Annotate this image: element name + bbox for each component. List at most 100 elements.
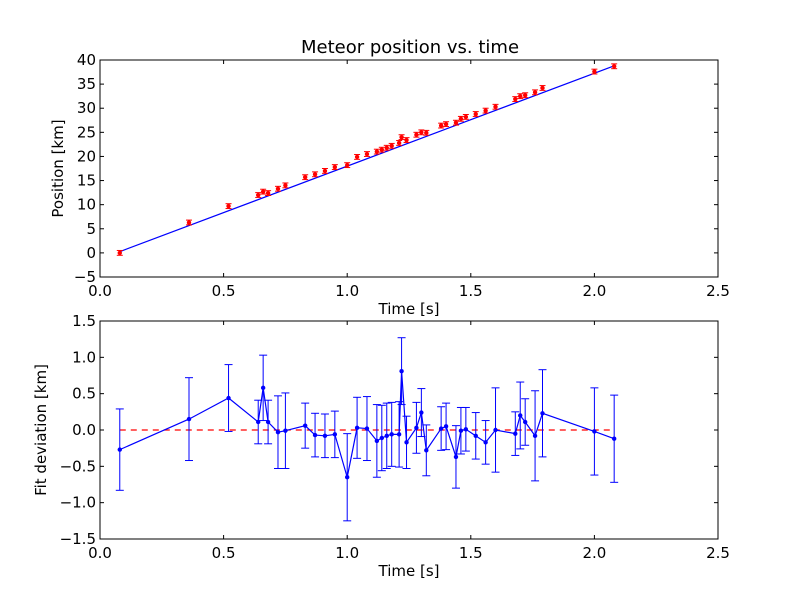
data-point: [443, 121, 449, 127]
deviation-point: [389, 432, 394, 437]
top-ytick-label: 20: [77, 147, 96, 165]
deviation-point: [419, 410, 424, 415]
data-point: [396, 140, 402, 146]
deviation-point: [453, 454, 459, 460]
bottom-xtick-label: 0.0: [88, 544, 112, 562]
top-xtick-label: 2.0: [582, 282, 606, 300]
deviation-series-line: [119, 371, 615, 478]
data-point: [473, 111, 478, 117]
deviation-point: [473, 433, 478, 439]
deviation-point: [283, 428, 288, 433]
top-ytick-label: −5: [74, 268, 96, 286]
deviation-point: [364, 426, 370, 431]
data-point: [374, 149, 380, 154]
deviation-point: [540, 411, 545, 416]
bottom-chart-xlabel: Time [s]: [378, 562, 440, 580]
bottom-chart-marks: [115, 337, 619, 522]
top-chart-panel: Meteor position vs. time 0.0 0.5 1.0 1.5 2.0…: [49, 37, 730, 318]
bottom-ytick-label: −1.0: [60, 494, 96, 512]
top-chart-title: Meteor position vs. time: [301, 37, 519, 58]
top-chart-ylabel: Position [km]: [49, 119, 67, 217]
deviation-point: [117, 447, 122, 452]
top-ytick-label: 35: [77, 75, 96, 93]
deviation-point: [256, 419, 261, 425]
data-point: [226, 203, 231, 209]
data-point: [404, 137, 409, 143]
bottom-chart-ylabel: Fit deviation [km]: [32, 364, 50, 496]
top-chart-marks: [116, 63, 618, 256]
bottom-xtick-label: 2.0: [582, 544, 606, 562]
deviation-point: [260, 385, 266, 391]
top-ytick-label: 5: [86, 220, 96, 238]
top-chart-ticks: 0.0 0.5 1.0 1.5 2.0 2.5 −5 0 5 10 15 20 25 30 35 40: [74, 51, 730, 300]
data-point: [438, 123, 444, 128]
deviation-point: [354, 425, 360, 431]
data-point: [260, 189, 266, 194]
top-xtick-label: 1.0: [335, 282, 359, 300]
data-point: [389, 143, 394, 149]
fit-line: [119, 65, 615, 253]
data-point: [493, 104, 498, 109]
deviation-point: [443, 424, 449, 429]
deviation-point: [322, 433, 328, 439]
data-point: [186, 220, 192, 225]
top-xtick-label: 0.0: [88, 282, 112, 300]
deviation-point: [493, 427, 498, 433]
deviation-point: [404, 440, 409, 445]
deviation-point: [532, 433, 538, 439]
data-point: [379, 147, 385, 152]
data-point: [483, 108, 488, 113]
data-point: [275, 186, 281, 191]
deviation-point: [396, 432, 402, 437]
top-chart-xlabel: Time [s]: [378, 300, 440, 318]
data-point: [384, 145, 389, 150]
bottom-ytick-label: 1.0: [72, 348, 96, 366]
data-point: [513, 96, 518, 102]
deviation-point: [522, 419, 528, 425]
data-point: [345, 162, 350, 168]
top-chart-axes-frame: [99, 59, 719, 278]
deviation-point: [399, 368, 404, 374]
deviation-point: [275, 429, 281, 435]
data-point: [302, 174, 308, 180]
data-point: [424, 130, 429, 136]
data-point: [518, 93, 523, 99]
deviation-point: [186, 416, 192, 422]
deviation-point: [414, 425, 419, 431]
deviation-point: [379, 435, 385, 441]
top-ytick-label: 40: [77, 51, 96, 69]
bottom-xtick-label: 1.0: [335, 544, 359, 562]
bottom-ytick-label: 1.5: [72, 312, 96, 330]
deviation-point: [518, 413, 523, 418]
deviation-point: [374, 438, 380, 444]
data-point: [312, 172, 318, 177]
bottom-ytick-label: 0.0: [72, 421, 96, 439]
data-point: [322, 168, 328, 174]
top-ytick-label: 30: [77, 99, 96, 117]
data-point: [283, 183, 288, 188]
data-point: [592, 69, 597, 74]
deviation-point: [592, 429, 597, 434]
deviation-point: [483, 440, 488, 445]
data-point: [463, 114, 469, 120]
top-xtick-label: 0.5: [212, 282, 236, 300]
data-point: [256, 192, 261, 198]
deviation-point: [384, 433, 389, 439]
data-point: [399, 134, 404, 140]
deviation-point: [424, 448, 429, 453]
data-point: [117, 250, 122, 256]
top-ytick-label: 25: [77, 123, 96, 141]
deviation-point: [345, 475, 350, 480]
deviation-point: [458, 428, 464, 433]
bottom-chart-ticks: 0.0 0.5 1.0 1.5 2.0 2.5 −1.5 −1.0 −0.5 0.0 0.5 1.0 1…: [60, 312, 730, 562]
deviation-point: [312, 432, 318, 438]
bottom-ytick-label: −1.5: [60, 530, 96, 548]
deviation-point: [513, 431, 518, 436]
bottom-chart-panel: 0.0 0.5 1.0 1.5 2.0 2.5 −1.5 −1.0 −0.5 0.0 0.5 1.0 1…: [32, 312, 730, 580]
bottom-xtick-label: 1.5: [459, 544, 483, 562]
data-point: [354, 154, 360, 160]
deviation-point: [463, 427, 469, 432]
deviation-point: [226, 395, 231, 401]
